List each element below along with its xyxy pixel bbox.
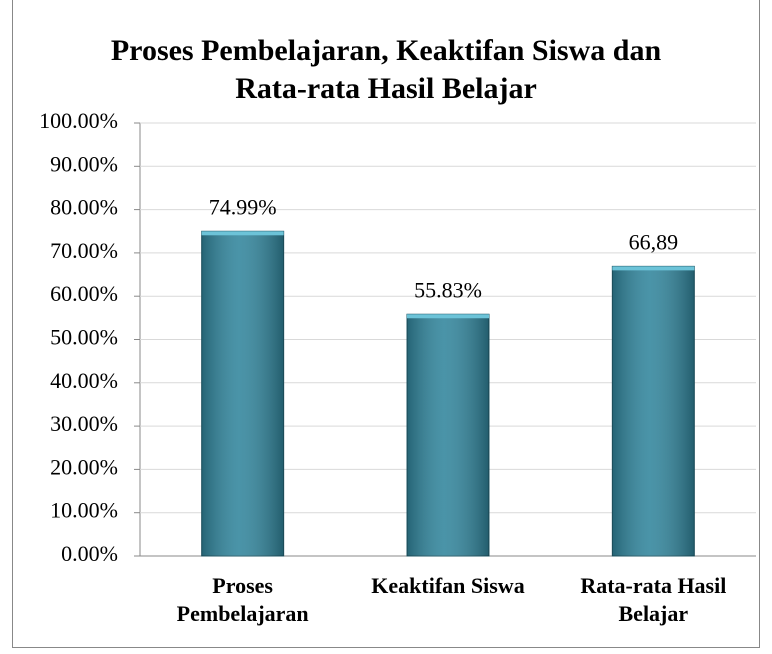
bar-shading [612,266,695,556]
y-tick-label: 10.00% [50,498,118,523]
y-tick-label: 50.00% [50,325,118,350]
chart-title: Proses Pembelajaran, Keaktifan Siswa dan… [110,34,662,105]
data-label: 74.99% [209,194,277,219]
bar-shading [201,231,284,556]
chart-frame [12,0,760,648]
bar-top [407,314,489,319]
data-label: 55.83% [414,277,482,302]
bar-top [612,266,695,271]
y-tick-label: 90.00% [50,151,118,176]
x-tick-label: Keaktifan Siswa [371,573,525,598]
bar-top [201,231,284,236]
data-label: 66,89 [629,229,679,254]
y-tick-label: 70.00% [50,238,118,263]
x-tick-label: Proses Pembelajaran [176,573,309,626]
y-tick-label: 20.00% [50,454,118,479]
y-tick-label: 30.00% [50,411,118,436]
y-tick-label: 100.00% [39,108,118,133]
y-tick-label: 80.00% [50,195,118,220]
y-tick-label: 60.00% [50,281,118,306]
x-tick-label: Rata-rata Hasil Belajar [580,573,727,626]
y-tick-label: 0.00% [61,541,118,566]
y-tick-label: 40.00% [50,368,118,393]
bar-shading [407,314,489,556]
